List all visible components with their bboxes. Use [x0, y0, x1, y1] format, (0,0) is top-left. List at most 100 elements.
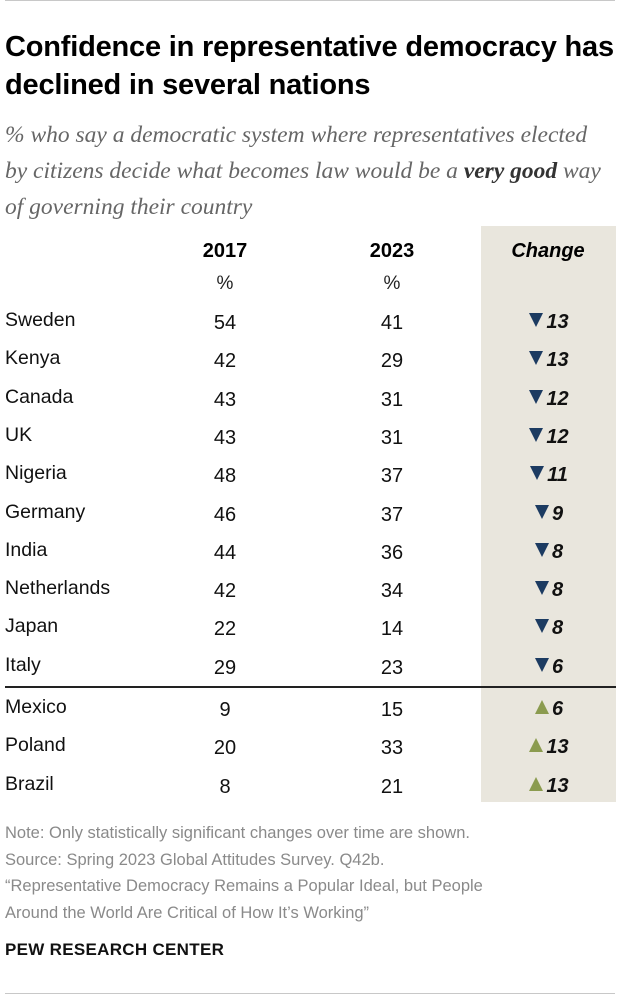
country-label: Sweden — [5, 309, 76, 331]
change-value: 12 — [546, 387, 569, 410]
triangle-up-icon — [534, 700, 549, 714]
table-row: India 44 36 8 — [0, 539, 620, 577]
country-label: Japan — [5, 615, 59, 638]
table-row: Italy 29 23 6 — [0, 654, 620, 692]
value-2023: 33 — [380, 737, 404, 760]
triangle-down-icon — [529, 313, 544, 327]
table-row: Brazil 8 21 13 — [0, 773, 620, 811]
value-2017: 44 — [213, 541, 237, 564]
note-text: Note: Only statistically significant cha… — [5, 824, 470, 842]
change-value: 8 — [551, 579, 564, 602]
change-value: 9 — [551, 502, 564, 525]
triangle-down-icon — [529, 427, 544, 442]
change-value: 13 — [546, 736, 569, 759]
country-label: Kenya — [5, 347, 61, 370]
triangle-down-icon — [534, 504, 549, 519]
change-cell: 12 — [485, 388, 613, 411]
subtitle-text-end: way of governing their country — [5, 158, 601, 220]
change-cell: 8 — [485, 541, 613, 564]
country-label: Brazil — [5, 772, 54, 795]
brand-logo-text: PEW RESEARCH CENTER — [5, 940, 225, 959]
value-2023: 23 — [380, 656, 404, 679]
change-cell: 13 — [485, 736, 613, 759]
value-2017: 22 — [213, 618, 237, 641]
value-2017: 46 — [213, 503, 237, 526]
change-cell: 12 — [485, 426, 613, 449]
value-2023: 34 — [380, 580, 404, 603]
value-2017: 54 — [213, 312, 237, 334]
table-row: Nigeria 48 37 11 — [0, 462, 620, 500]
country-label: Germany — [5, 500, 86, 523]
change-cell: 6 — [485, 656, 613, 679]
change-cell: 13 — [485, 311, 613, 334]
value-2017: 48 — [213, 465, 237, 488]
table-row: Japan 22 14 8 — [0, 615, 620, 653]
value-2023: 31 — [380, 426, 404, 449]
report-title-line-2: Around the World Are Critical of How It’… — [5, 903, 370, 922]
country-label: UK — [5, 423, 33, 446]
value-2023: 29 — [380, 350, 404, 373]
value-2017: 42 — [213, 580, 237, 603]
country-label: Italy — [5, 653, 41, 676]
value-2023: 37 — [380, 503, 404, 526]
country-label: Netherlands — [5, 577, 111, 600]
value-2023: 31 — [380, 388, 404, 411]
subtitle-text-start: % who say a democratic system where repr… — [5, 122, 588, 184]
value-2023: 37 — [380, 465, 404, 488]
table-row: Netherlands 42 34 8 — [0, 577, 620, 615]
value-2023: 41 — [380, 312, 404, 334]
value-2023: 14 — [380, 618, 404, 641]
column-header-2023: 2023 — [369, 240, 415, 262]
subtitle-emphasis: very good — [463, 158, 558, 184]
table-row: Canada 43 31 12 — [0, 386, 620, 424]
change-value: 13 — [546, 311, 569, 333]
value-2017: 43 — [213, 426, 237, 449]
change-value: 13 — [546, 774, 569, 797]
bottom-rule — [5, 993, 615, 994]
triangle-down-icon — [529, 351, 544, 366]
country-label: Nigeria — [5, 462, 67, 485]
table-row: Poland 20 33 13 — [0, 734, 620, 772]
triangle-down-icon — [529, 389, 544, 404]
chart-title: Confidence in representative democracy h… — [5, 31, 614, 101]
country-label: Poland — [5, 734, 66, 757]
change-cell: 8 — [485, 579, 613, 602]
value-2017: 42 — [213, 350, 237, 373]
unit-label-2023: % — [383, 273, 401, 294]
country-label: Canada — [5, 385, 74, 408]
unit-label-2017: % — [216, 273, 234, 294]
column-header-2017: 2017 — [202, 240, 248, 262]
triangle-down-icon — [534, 657, 549, 672]
value-2023: 36 — [380, 541, 404, 564]
change-cell: 13 — [485, 775, 613, 798]
triangle-down-icon — [534, 619, 549, 634]
change-cell: 6 — [485, 698, 613, 721]
change-value: 8 — [551, 617, 564, 640]
country-label: India — [5, 538, 48, 561]
change-cell: 9 — [485, 503, 613, 526]
table-row: UK 43 31 12 — [0, 424, 620, 462]
value-2017: 43 — [213, 388, 237, 411]
triangle-down-icon — [530, 466, 545, 481]
chart-subtitle: % who say a democratic system where repr… — [5, 117, 610, 225]
value-2017: 9 — [219, 699, 231, 721]
change-cell: 11 — [485, 464, 613, 487]
value-2023: 15 — [380, 699, 404, 721]
change-value: 8 — [551, 540, 564, 563]
change-value: 6 — [551, 655, 564, 678]
table-row: Sweden 54 41 13 — [0, 309, 620, 347]
table-row: Kenya 42 29 13 — [0, 347, 620, 385]
table-row: Germany 46 37 9 — [0, 501, 620, 539]
change-cell: 13 — [485, 349, 613, 372]
top-rule — [5, 0, 615, 1]
triangle-up-icon — [529, 738, 544, 753]
change-value: 11 — [547, 464, 568, 487]
source-text: Source: Spring 2023 Global Attitudes Sur… — [5, 850, 385, 869]
value-2017: 29 — [213, 656, 237, 679]
footnotes: Note: Only statistically significant cha… — [5, 820, 615, 926]
table-row: Mexico 9 15 6 — [0, 696, 620, 734]
country-label: Mexico — [5, 696, 67, 718]
value-2023: 21 — [380, 775, 404, 798]
triangle-down-icon — [534, 542, 549, 557]
change-cell: 8 — [485, 617, 613, 640]
